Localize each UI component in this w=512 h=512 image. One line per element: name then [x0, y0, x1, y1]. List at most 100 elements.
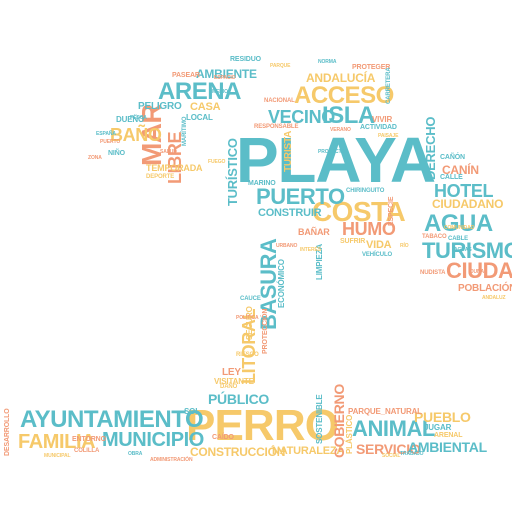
- word: CARRETERA: [386, 67, 392, 104]
- word: CALLE: [440, 174, 463, 181]
- word: GOBIERNO: [331, 384, 347, 458]
- word: NORMA: [318, 59, 337, 65]
- word: ANDALUZ: [482, 295, 506, 301]
- word: CANÍN: [442, 163, 479, 177]
- word: CIUDAD: [446, 258, 512, 283]
- word: FAMILIA: [18, 431, 96, 453]
- word: TRABAJO: [400, 451, 424, 457]
- word: SERVICIO: [356, 441, 421, 457]
- word: PÚBLICO: [208, 391, 270, 407]
- word: PROTECCIÓN: [262, 308, 269, 354]
- word: AGUAS: [454, 247, 472, 253]
- word: INTERÉS: [300, 247, 321, 253]
- word: NATURALEZA: [272, 445, 345, 457]
- word: DAÑO: [220, 384, 238, 390]
- word: NIÑO: [108, 150, 125, 157]
- word: VECINO: [268, 107, 335, 127]
- word: RESIDUO: [230, 56, 261, 63]
- word: SOCIAL: [382, 453, 401, 459]
- word: BAÑAR: [298, 227, 330, 237]
- word: ZONA: [88, 155, 102, 161]
- word: ANDALUCÍA: [306, 71, 376, 85]
- word: CASA: [190, 101, 221, 113]
- word: NACIONAL: [264, 98, 295, 104]
- word: CIUDADANO: [432, 197, 504, 211]
- word: VIVIR: [372, 115, 393, 124]
- word: PLÁSTICO: [345, 414, 354, 454]
- word: VEHÍCULO: [362, 252, 393, 258]
- word: TEMPORADA: [146, 163, 203, 173]
- word: AMBIENTE: [196, 67, 257, 81]
- word: SEGURO: [245, 306, 254, 340]
- word: MUNICIPAL: [44, 453, 71, 459]
- word: ADMINISTRACIÓN: [150, 457, 193, 463]
- word: COLILLA: [74, 448, 100, 454]
- word: MEDIO: [212, 89, 228, 95]
- word: ACTIVIDAD: [360, 124, 397, 131]
- word: NUDISTA: [420, 270, 446, 276]
- word: OBRA: [128, 451, 143, 457]
- word: ACCESO: [294, 82, 394, 109]
- word: HUMO: [342, 219, 396, 239]
- word: CAÑÓN: [440, 154, 465, 161]
- word: RIESGO: [236, 352, 259, 358]
- word: PARQUE_NATURAL: [348, 407, 422, 416]
- word: RÍO: [400, 243, 409, 249]
- word: ESPACIO: [214, 75, 236, 81]
- word: BAÑO: [110, 125, 162, 145]
- word: ANIMAL: [352, 416, 435, 441]
- word: SUFRIR: [340, 238, 366, 245]
- word: PESCA: [130, 115, 147, 121]
- word: PARQUE: [270, 63, 291, 69]
- word: VISITANTE: [214, 377, 254, 386]
- word: MARÍTIMO: [182, 116, 188, 146]
- word: DERECHO: [423, 116, 438, 180]
- word: ARENAL: [434, 432, 463, 439]
- word: PROTEGER: [352, 64, 391, 71]
- word: FUEGO: [208, 159, 226, 165]
- word: AMBIENTAL: [408, 439, 487, 455]
- word: AYUNTAMIENTO: [20, 406, 204, 433]
- word: HOTEL: [434, 181, 494, 201]
- word: SALUD: [160, 149, 177, 155]
- word: ISLA: [322, 102, 375, 129]
- word: CONSTRUCCIÓN: [190, 445, 286, 459]
- word: TABACO: [422, 234, 447, 240]
- word: CAÍDO: [212, 434, 234, 441]
- word: SOL: [184, 407, 200, 416]
- word: VERANO: [330, 127, 351, 133]
- word: DEPORTE: [146, 174, 175, 180]
- word: ARENA: [158, 78, 241, 105]
- word: SOSTENIBLE: [315, 394, 324, 444]
- word: MUNICIPIO: [102, 429, 204, 451]
- word: CONSTRUIR: [258, 207, 322, 219]
- word: TURÍSTICO: [225, 138, 240, 206]
- word: RESPONSABLE: [254, 124, 299, 130]
- word: PLAYA: [236, 124, 436, 196]
- word: PUEBLO: [414, 409, 471, 425]
- word: PUERTO: [100, 139, 121, 145]
- word: PUERTO: [256, 184, 345, 209]
- word: URBANO: [276, 243, 298, 249]
- word: LEY: [222, 367, 241, 378]
- word: PELIGRO: [138, 101, 182, 112]
- word: LOCAL: [186, 113, 213, 122]
- word: COMUNIDAD: [444, 225, 475, 231]
- word: PERRO: [186, 401, 339, 450]
- word: CABLE: [448, 236, 469, 242]
- word: ENTORNO: [72, 436, 106, 443]
- word: AGUA: [424, 210, 493, 237]
- word: TURISTA: [283, 130, 294, 172]
- word: CHIRINGUITO: [346, 188, 385, 194]
- word: VIDA: [366, 239, 392, 251]
- word: DESARROLLO: [4, 408, 11, 456]
- word: COSTA: [312, 196, 406, 227]
- word: ESPECIE: [388, 196, 395, 226]
- word: ECONÓMICO: [277, 259, 286, 308]
- word: PASEAR: [172, 72, 200, 79]
- word: PROYECTO: [318, 149, 346, 155]
- word: TURISMO: [422, 238, 512, 263]
- word: PAISAJE: [378, 133, 399, 139]
- word: DUNA: [470, 269, 485, 275]
